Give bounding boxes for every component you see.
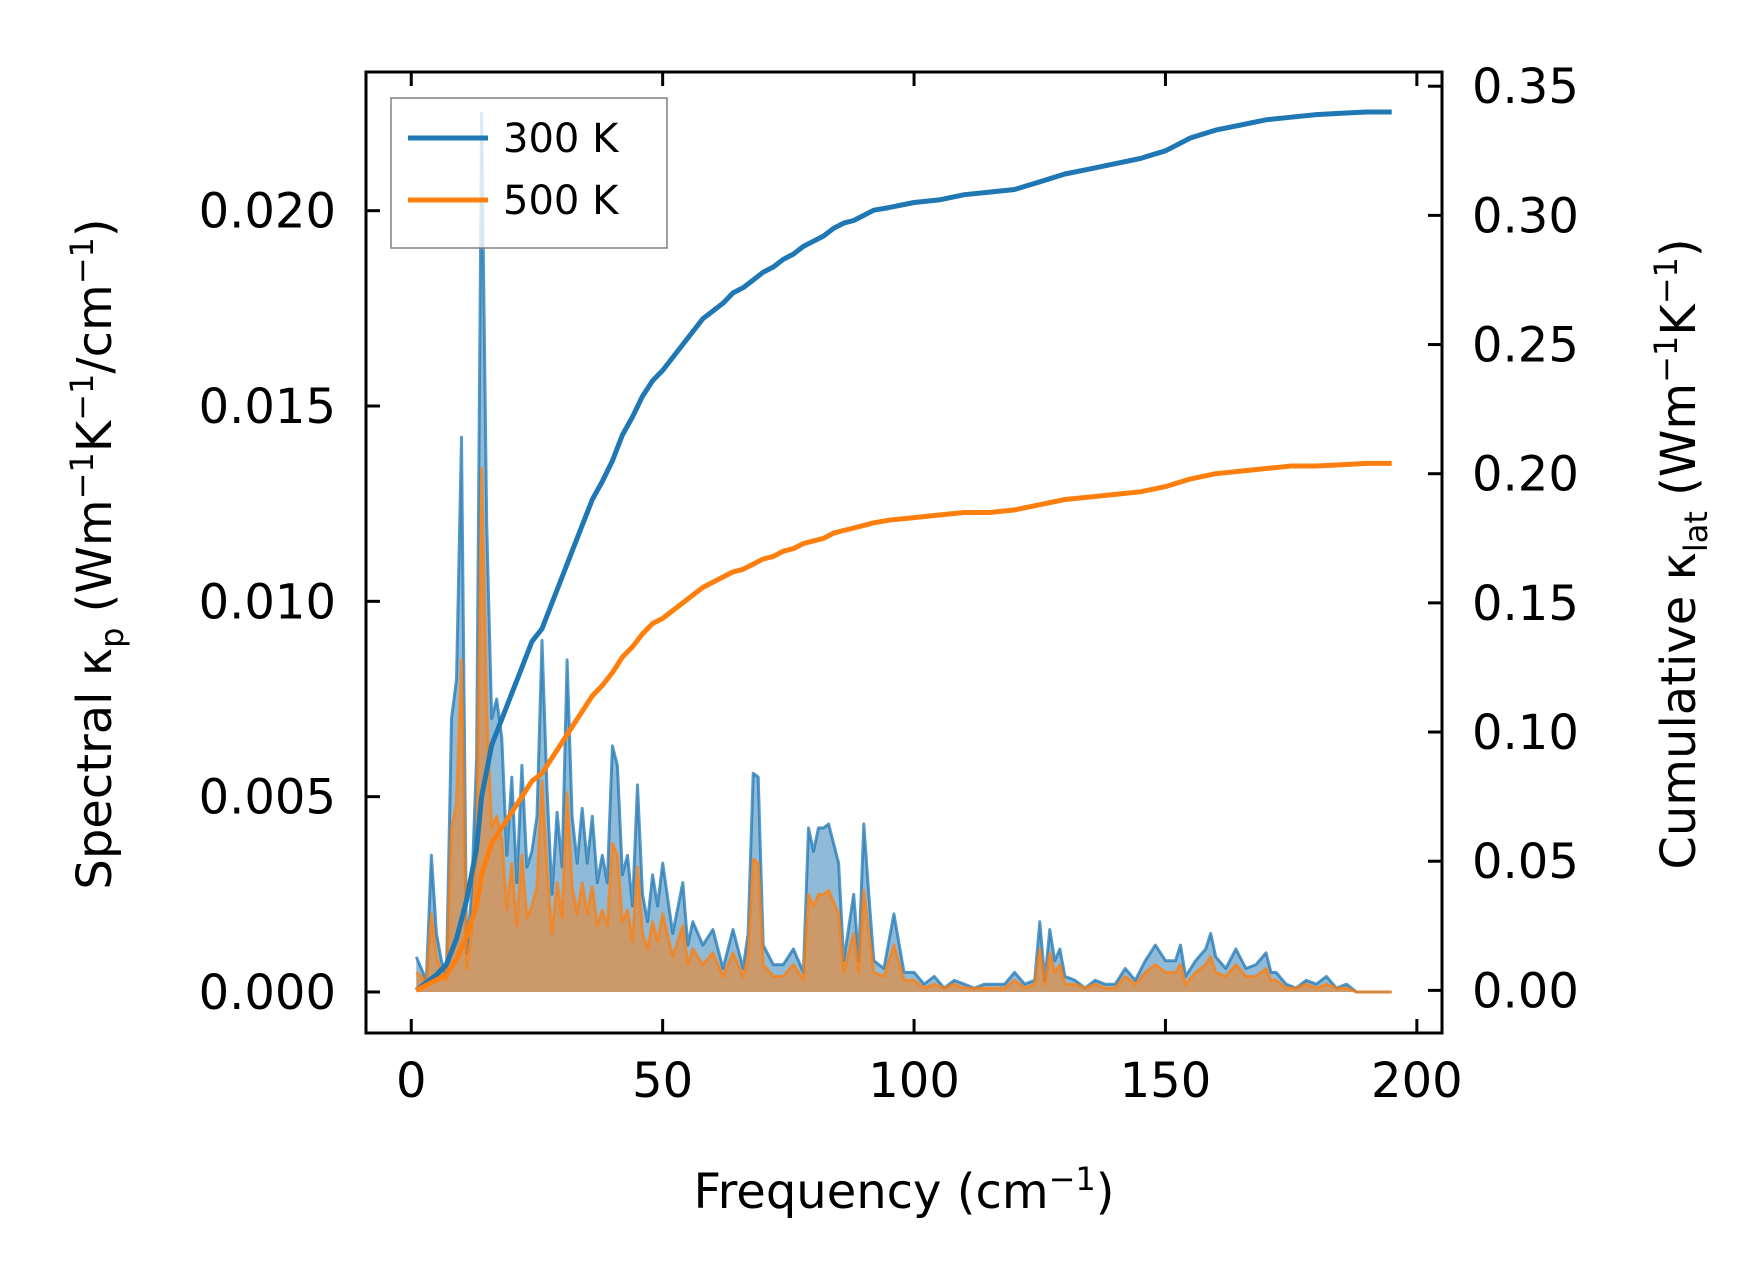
- y-right-tick-label: 0.20: [1472, 447, 1579, 503]
- y-left-tick-label: 0.010: [199, 574, 336, 630]
- cumulative-line-layer: [414, 109, 1392, 993]
- y-left-tick-label: 0.020: [199, 184, 336, 240]
- y-left-axis-ticks: 0.000 0.005 0.010 0.015 0.020: [199, 184, 380, 1021]
- y-right-axis-ticks: 0.00 0.05 0.10 0.15 0.20 0.25 0.30 0.35: [1428, 59, 1579, 1019]
- y-right-tick-label: 0.25: [1472, 318, 1579, 374]
- cumulative-line-500k: [415, 460, 1392, 993]
- legend-box: [390, 97, 668, 249]
- legend-label-300k: 300 K: [503, 116, 620, 162]
- x-tick-label: 0: [396, 1053, 427, 1109]
- legend: 300 K 500 K: [390, 97, 668, 249]
- spectral-fill-500k: [416, 468, 1392, 992]
- y-right-tick-label: 0.10: [1472, 705, 1579, 761]
- y-right-tick-label: 0.30: [1472, 188, 1579, 244]
- x-tick-label: 150: [1120, 1053, 1212, 1109]
- y-left-tick-label: 0.015: [199, 379, 336, 435]
- x-tick-label: 50: [632, 1053, 693, 1109]
- legend-label-500k: 500 K: [503, 178, 620, 224]
- x-axis-ticks: 0 50 100 150 200: [396, 72, 1463, 1109]
- x-tick-label: 100: [868, 1053, 960, 1109]
- y-left-tick-label: 0.005: [199, 770, 336, 826]
- x-tick-label: 200: [1371, 1053, 1463, 1109]
- spectral-line-300k: [414, 111, 1392, 994]
- cumulative-line-300k: [414, 109, 1392, 993]
- plot-frame: [364, 70, 1444, 1035]
- spectral-line-500k: [415, 467, 1392, 994]
- spectral-line-layer: [414, 111, 1392, 994]
- y-right-tick-label: 0.00: [1472, 963, 1579, 1019]
- y-right-axis-title: Cumulative κlat (Wm−1K−1): [1647, 238, 1715, 869]
- y-right-tick-label: 0.15: [1472, 576, 1579, 632]
- y-left-axis-title: Spectral κp (Wm−1K−1/cm−1): [63, 218, 131, 889]
- y-right-tick-label: 0.05: [1472, 834, 1579, 890]
- x-axis-title: Frequency (cm−1): [693, 1160, 1114, 1220]
- y-left-tick-label: 0.000: [199, 965, 336, 1021]
- y-right-tick-label: 0.35: [1472, 59, 1579, 115]
